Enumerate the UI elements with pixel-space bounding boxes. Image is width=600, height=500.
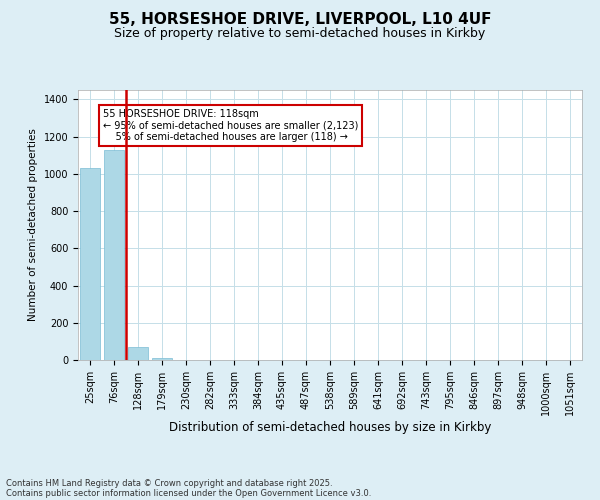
- Y-axis label: Number of semi-detached properties: Number of semi-detached properties: [28, 128, 38, 322]
- Bar: [128, 347, 148, 360]
- Bar: [104, 150, 124, 360]
- Text: Size of property relative to semi-detached houses in Kirkby: Size of property relative to semi-detach…: [115, 28, 485, 40]
- Text: 55 HORSESHOE DRIVE: 118sqm
← 95% of semi-detached houses are smaller (2,123)
   : 55 HORSESHOE DRIVE: 118sqm ← 95% of semi…: [103, 109, 359, 142]
- Bar: [80, 168, 100, 360]
- X-axis label: Distribution of semi-detached houses by size in Kirkby: Distribution of semi-detached houses by …: [169, 420, 491, 434]
- Bar: [152, 358, 172, 360]
- Text: 55, HORSESHOE DRIVE, LIVERPOOL, L10 4UF: 55, HORSESHOE DRIVE, LIVERPOOL, L10 4UF: [109, 12, 491, 28]
- Text: Contains HM Land Registry data © Crown copyright and database right 2025.: Contains HM Land Registry data © Crown c…: [6, 478, 332, 488]
- Text: Contains public sector information licensed under the Open Government Licence v3: Contains public sector information licen…: [6, 488, 371, 498]
